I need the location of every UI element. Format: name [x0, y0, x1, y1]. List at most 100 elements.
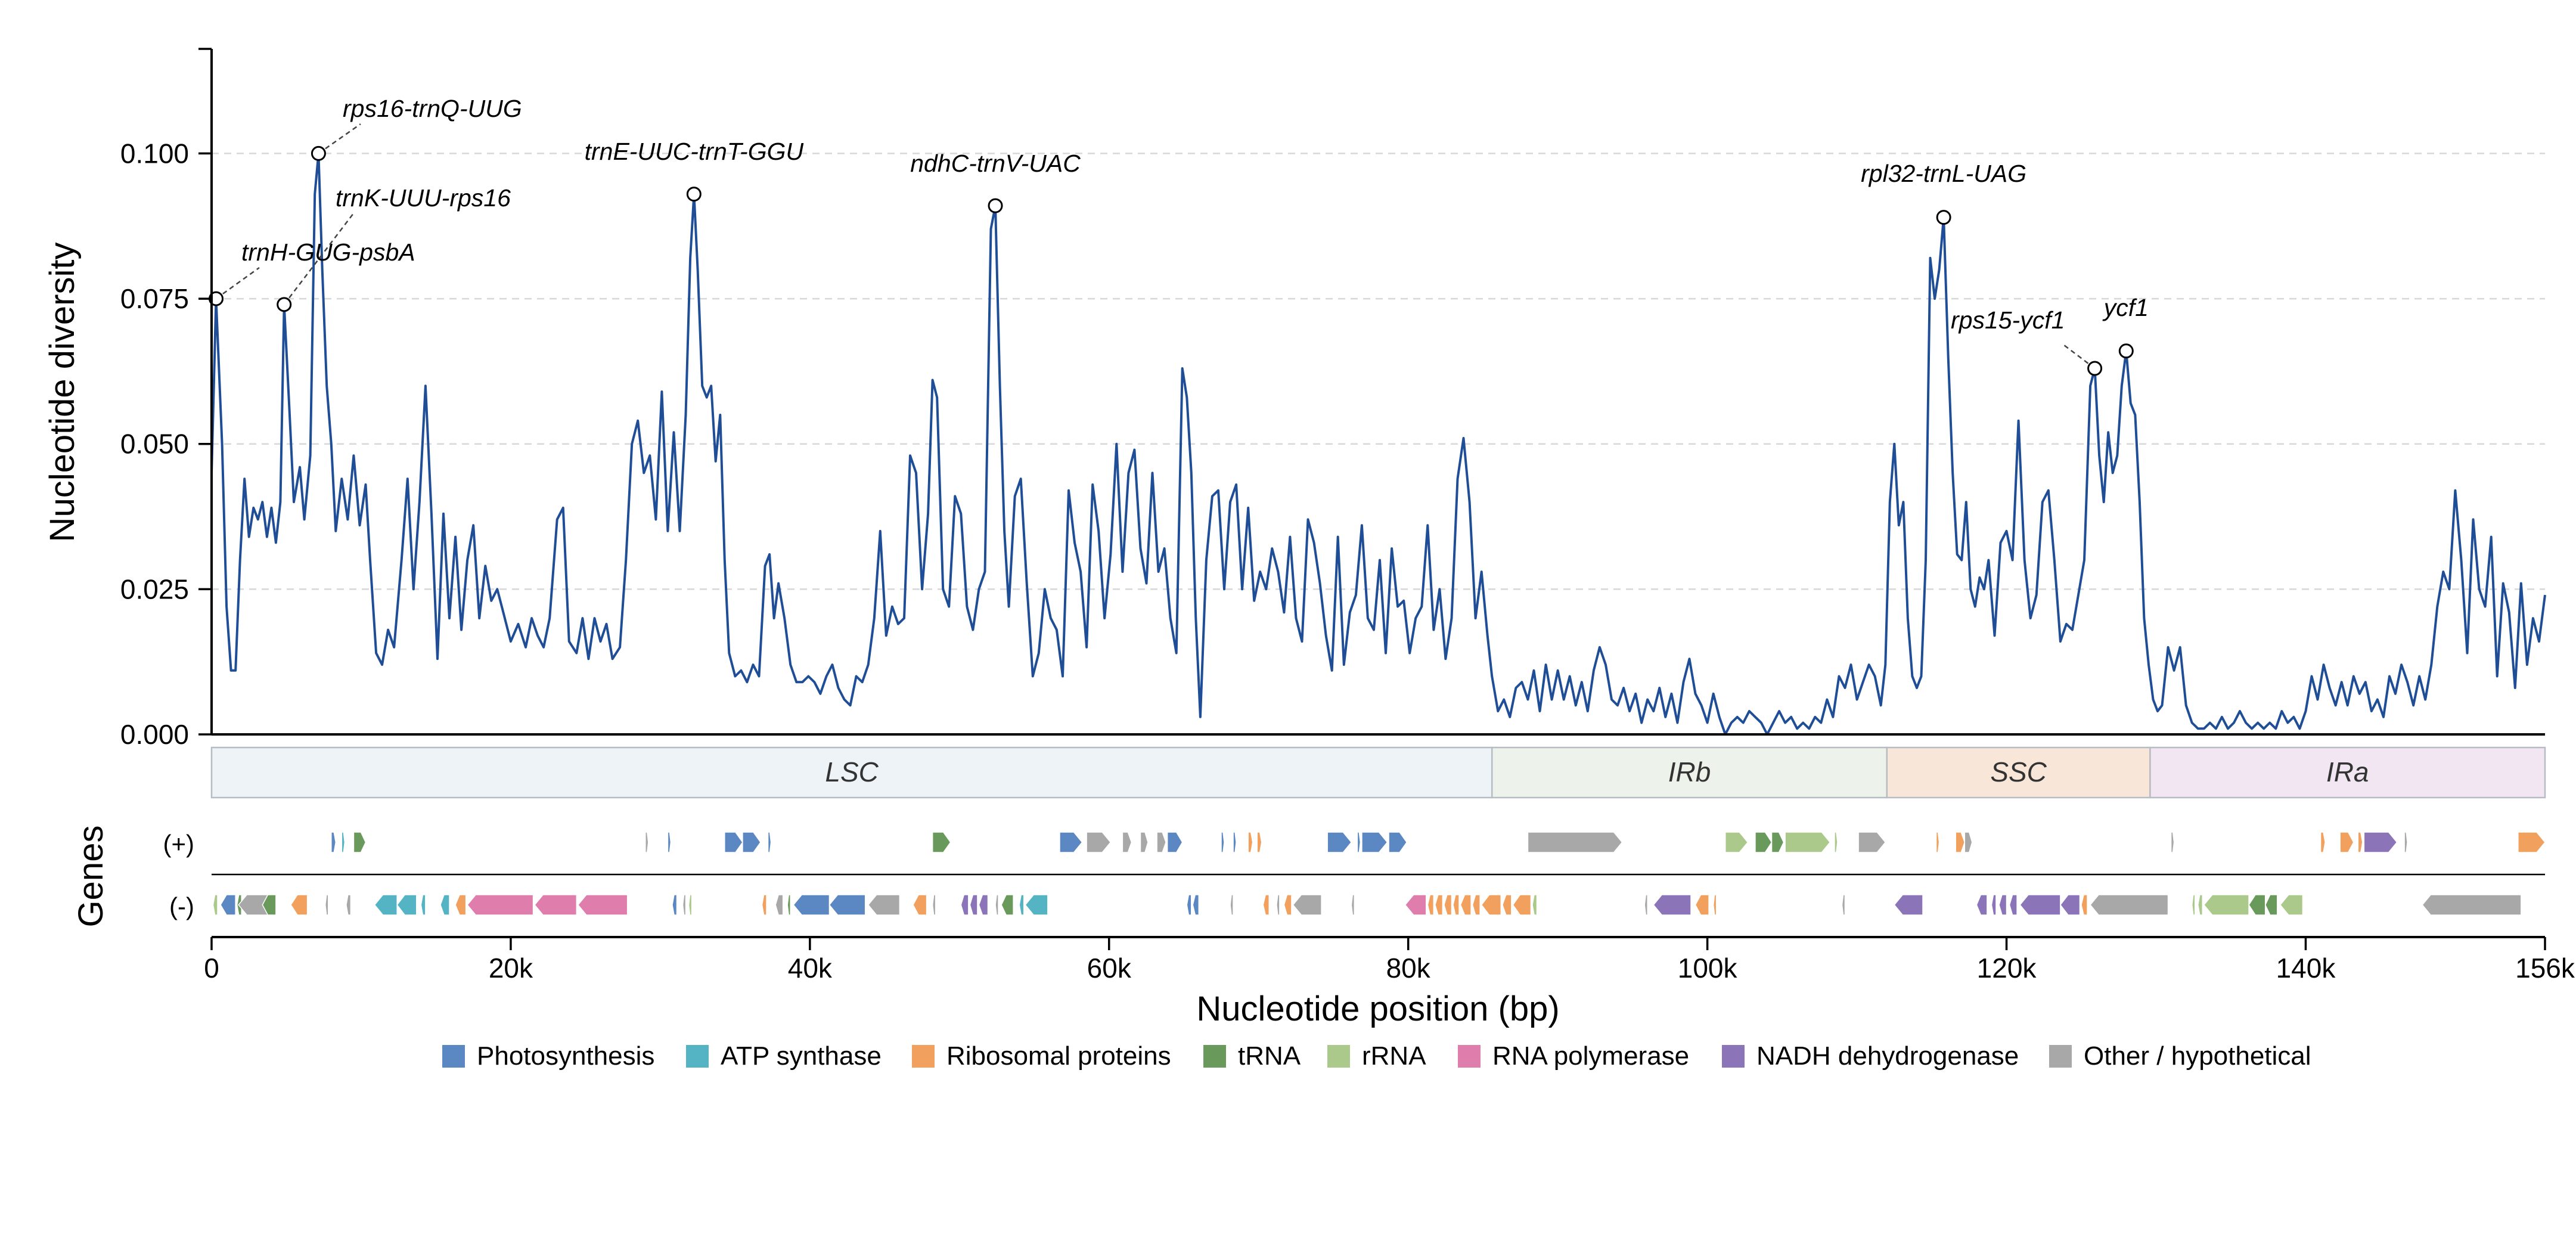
gene-other	[775, 894, 784, 916]
gene-atp	[1019, 894, 1025, 916]
genome-regions: LSC IRb SSC IRa	[210, 746, 2546, 799]
gene-trna	[353, 832, 367, 853]
gene-trna	[2264, 894, 2278, 916]
peak-marker	[277, 297, 292, 312]
gene-atp	[420, 894, 426, 916]
region-label: IRa	[2326, 756, 2369, 787]
gene-ndh	[1653, 894, 1692, 916]
x-tick-label: 60k	[1087, 953, 1132, 984]
y-axis-label: Nucleotide diversity	[43, 243, 82, 542]
legend-swatch-atp	[686, 1045, 709, 1068]
gene-other	[1122, 832, 1132, 853]
gene-other	[932, 894, 936, 916]
gene-atp	[440, 894, 450, 916]
gene-other	[1156, 832, 1166, 853]
y-ticks: 0.000 0.025 0.050 0.075 0.100	[120, 48, 212, 750]
gene-other	[1644, 894, 1648, 916]
gene-other	[1351, 894, 1355, 916]
gene-rrna	[688, 894, 693, 916]
gene-trna	[1771, 832, 1784, 853]
legend-swatch-rrna	[1327, 1045, 1350, 1068]
gene-rrna	[2198, 894, 2203, 916]
x-tick-label: 100k	[1678, 953, 1738, 984]
gene-photo	[220, 894, 236, 916]
gene-ribo	[2081, 894, 2088, 916]
gene-rrna	[1724, 832, 1749, 853]
gene-other	[682, 894, 687, 916]
gene-ribo	[1444, 894, 1453, 916]
x-tick-label: 80k	[1386, 953, 1431, 984]
legend-swatch-trna	[1203, 1045, 1226, 1068]
peak-leader-line	[2063, 345, 2096, 370]
plot-axes	[210, 49, 2545, 736]
gene-photo	[767, 832, 772, 853]
gene-atp	[1025, 894, 1048, 916]
gene-other	[2090, 894, 2169, 916]
gene-trna	[262, 894, 277, 916]
gene-ndh	[1976, 894, 1988, 916]
gene-rrna	[2279, 894, 2304, 916]
gene-other	[2404, 832, 2408, 853]
gene-photo	[1192, 894, 1200, 916]
legend-label: NADH dehydrogenase	[1756, 1041, 2019, 1071]
gene-rrna	[2203, 894, 2249, 916]
gene-other	[1086, 832, 1112, 853]
gene-photo	[828, 894, 866, 916]
x-axis-label: Nucleotide position (bp)	[1196, 990, 1559, 1028]
gene-other	[1527, 832, 1623, 853]
gene-photo	[1233, 832, 1237, 853]
gene-other	[1230, 894, 1234, 916]
gene-ribo	[1694, 894, 1709, 916]
gene-rnap	[467, 894, 534, 916]
legend-swatch-other	[2049, 1045, 2072, 1068]
gene-other	[1292, 894, 1322, 916]
gene-ribo	[1460, 894, 1472, 916]
gene-ribo	[761, 894, 767, 916]
gene-photo	[1361, 832, 1388, 853]
gene-tracks	[212, 832, 2546, 916]
legend-label: tRNA	[1238, 1041, 1301, 1071]
gene-ndh	[1894, 894, 1923, 916]
peak-marker	[1936, 210, 1951, 225]
peak-marker	[988, 198, 1003, 213]
peak-label: ycf1	[2102, 294, 2149, 321]
legend-label: rRNA	[1362, 1041, 1426, 1071]
gene-photo	[1388, 832, 1408, 853]
peak-label: ndhC-trnV-UAC	[910, 150, 1081, 177]
genes-label: Genes	[72, 826, 110, 928]
legend-swatch-rnap	[1458, 1045, 1481, 1068]
gene-ribo	[1247, 832, 1253, 853]
gene-rrna	[1784, 832, 1831, 853]
gene-ribo	[1435, 894, 1444, 916]
x-tick-label: 140k	[2276, 953, 2336, 984]
gene-trna	[932, 832, 951, 853]
gene-ndh	[969, 894, 978, 916]
gene-photo	[1327, 832, 1352, 853]
region-ira	[2149, 746, 2546, 799]
gene-other	[346, 894, 352, 916]
gene-trna	[787, 894, 791, 916]
gene-rrna	[1532, 894, 1538, 916]
x-tick-label: 40k	[788, 953, 833, 984]
gene-ribo	[1256, 832, 1262, 853]
gene-ndh	[2059, 894, 2081, 916]
gene-ndh	[2363, 832, 2398, 853]
gene-ribo	[1712, 894, 1717, 916]
gene-other	[1140, 832, 1149, 853]
gene-trna	[2248, 894, 2266, 916]
diversity-plot	[210, 152, 2546, 736]
gene-ribo	[2357, 832, 2363, 853]
gene-photo	[1059, 832, 1083, 853]
legend-label: RNA polymerase	[1492, 1041, 1689, 1071]
peak-annotations: trnH-GUG-psbA trnK-UUU-rps16 rps16-trnQ-UU…	[209, 95, 2149, 376]
gene-ribo	[455, 894, 467, 916]
region-label: IRb	[1668, 756, 1711, 787]
gene-ribo	[2339, 832, 2354, 853]
gene-photo	[742, 832, 761, 853]
gene-photo	[1166, 832, 1183, 853]
gene-photo	[724, 832, 743, 853]
x-tick-label: 20k	[489, 953, 533, 984]
gene-rnap	[534, 894, 578, 916]
legend-label: Photosynthesis	[477, 1041, 654, 1071]
